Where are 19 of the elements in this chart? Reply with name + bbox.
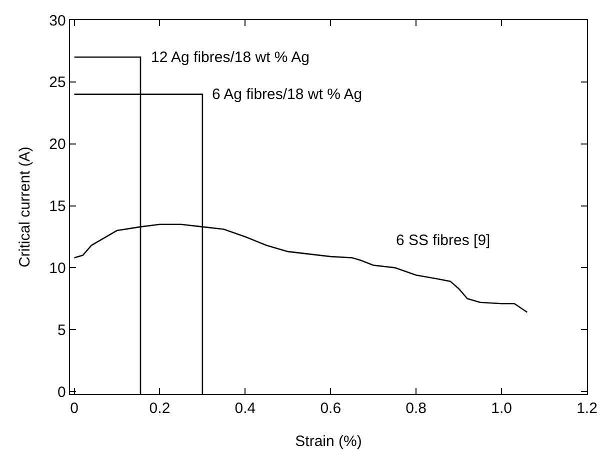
y-tick-label: 0 [58, 384, 66, 401]
y-tick-label: 10 [49, 260, 66, 277]
x-tick-label: 0 [70, 400, 78, 418]
series-label: 12 Ag fibres/18 wt % Ag [151, 49, 310, 66]
y-axis-title: Critical current (A) [16, 146, 34, 268]
y-tick-label: 30 [49, 12, 66, 30]
x-tick-label: 1.2 [576, 400, 598, 418]
series-label: 6 Ag fibres/18 wt % Ag [212, 86, 362, 103]
x-tick-label: 0.6 [320, 400, 342, 418]
y-tick-label: 5 [58, 322, 66, 339]
x-tick-label: 1.0 [491, 400, 512, 418]
x-axis-title: Strain (%) [295, 433, 362, 450]
y-tick-label: 25 [49, 74, 66, 92]
y-tick-label: 15 [49, 198, 66, 216]
series-label: 6 SS fibres [9] [396, 232, 490, 249]
y-tick-label: 20 [49, 136, 66, 154]
x-tick-label: 0.2 [149, 400, 170, 418]
x-tick-label: 0.4 [234, 400, 256, 418]
x-tick-label: 0.8 [406, 400, 427, 418]
